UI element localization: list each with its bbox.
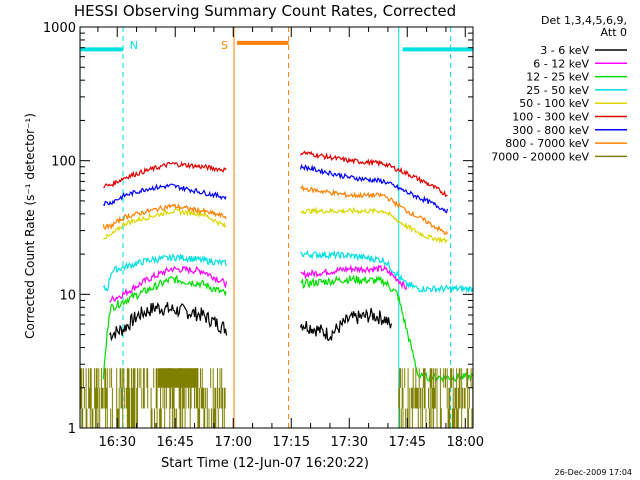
y-tick-label: 10 <box>59 288 76 303</box>
annotation-s: S <box>221 39 228 52</box>
series-line <box>102 208 227 240</box>
y-tick-label: 1 <box>68 422 76 437</box>
series-line <box>109 301 228 342</box>
legend-label: 12 - 25 keV <box>526 71 589 84</box>
annotation-n: N <box>130 39 138 52</box>
series-line <box>300 206 448 244</box>
series-line <box>299 163 449 214</box>
legend-label: 25 - 50 keV <box>526 84 589 97</box>
legend-label: 6 - 12 keV <box>533 57 589 70</box>
legend-label: 7000 - 20000 keV <box>491 150 589 163</box>
series-line <box>102 203 227 231</box>
y-tick-label: 1000 <box>43 21 76 36</box>
y-axis-label: Corrected Count Rate (s⁻¹ detector⁻¹) <box>23 113 37 339</box>
legend-label: 100 - 300 keV <box>512 111 589 124</box>
x-tick-label: 16:30 <box>99 435 136 450</box>
x-axis-label: Start Time (12-Jun-07 16:20:22) <box>161 456 369 471</box>
chart-title: HESSI Observing Summary Count Rates, Cor… <box>74 2 456 20</box>
x-tick-label: 18:00 <box>447 435 484 450</box>
series-line <box>102 183 227 207</box>
timestamp: 26-Dec-2009 17:04 <box>555 468 632 477</box>
x-tick-label: 17:30 <box>331 435 368 450</box>
x-tick-label: 17:15 <box>273 435 310 450</box>
legend-label: 300 - 800 keV <box>512 124 589 137</box>
series-line <box>102 274 227 380</box>
x-tick-label: 17:00 <box>215 435 252 450</box>
series-line <box>300 264 408 291</box>
series-block <box>157 368 199 388</box>
plot-frame <box>79 26 474 429</box>
legend-label: 3 - 6 keV <box>540 44 589 57</box>
y-tick-label: 100 <box>51 155 76 170</box>
series-line <box>300 184 449 235</box>
series-line <box>79 368 474 428</box>
series-line <box>300 249 474 294</box>
legend-header: Att 0 <box>601 26 627 39</box>
series-line <box>299 150 448 198</box>
x-tick-label: 16:45 <box>157 435 194 450</box>
axes: 1 10 100 1000 16:30 16:45 17:00 17:15 17:30 17:45… <box>43 21 484 450</box>
series-line <box>109 265 228 303</box>
legend-label: 800 - 7000 keV <box>505 137 589 150</box>
legend-label: 50 - 100 keV <box>519 97 589 110</box>
series-line <box>299 307 392 342</box>
x-tick-label: 17:45 <box>389 435 426 450</box>
series-line <box>102 253 227 292</box>
legend-header: Det 1,3,4,5,6,9, <box>541 14 627 27</box>
series-line <box>103 161 227 189</box>
series-layer <box>79 150 474 428</box>
